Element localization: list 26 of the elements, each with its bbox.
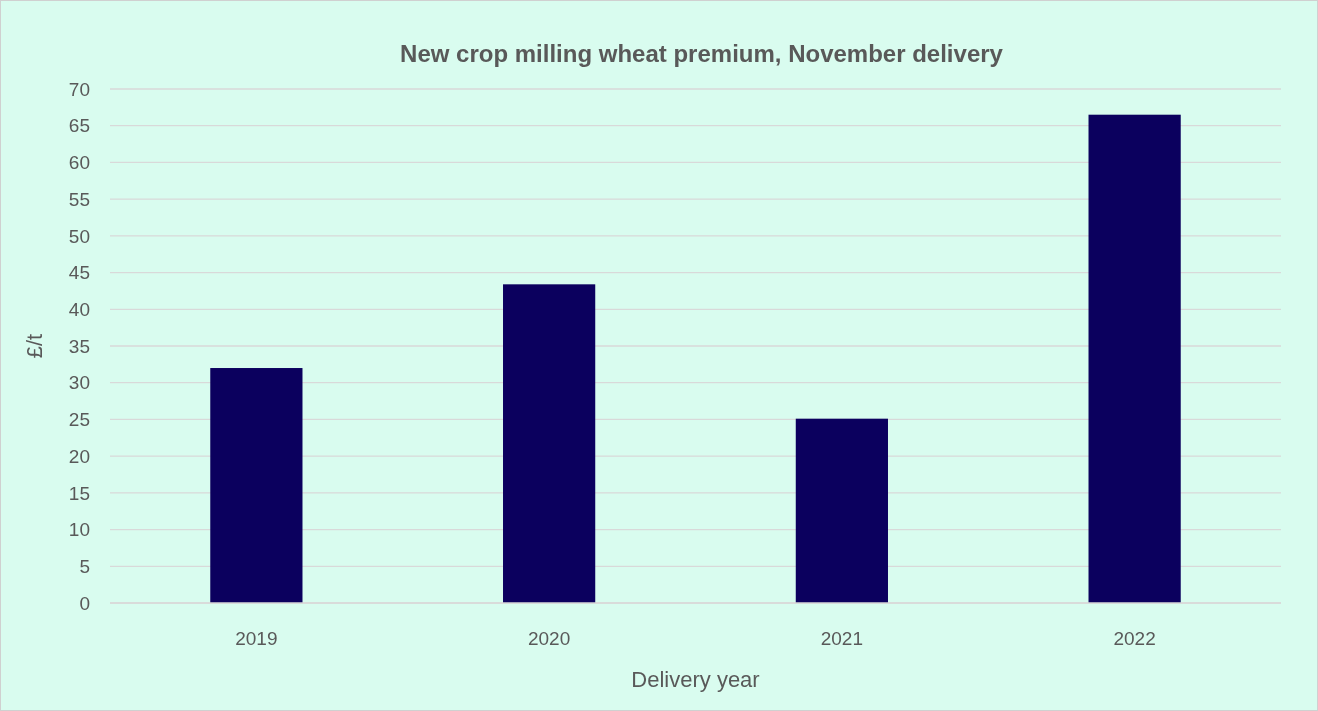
y-tick-label: 15 xyxy=(68,482,90,504)
y-tick-label: 60 xyxy=(68,152,90,174)
y-tick-label: 20 xyxy=(68,445,90,467)
y-tick-label: 10 xyxy=(68,519,90,541)
y-tick-label: 40 xyxy=(68,298,90,320)
y-tick-label: 30 xyxy=(68,372,90,394)
chart-title: New crop milling wheat premium, November delivery xyxy=(400,40,1004,67)
y-tick-label: 0 xyxy=(79,592,90,614)
x-tick-label: 2020 xyxy=(527,628,571,649)
bar xyxy=(210,368,303,603)
y-tick-label: 25 xyxy=(68,409,90,431)
y-tick-label: 50 xyxy=(68,225,90,247)
x-axis-title: Delivery year xyxy=(631,667,760,692)
bar xyxy=(795,418,888,603)
y-tick-label: 35 xyxy=(68,335,90,357)
bar xyxy=(1088,114,1181,603)
x-tick-label: 2019 xyxy=(235,628,278,649)
x-tick-label: 2021 xyxy=(820,628,864,649)
bar xyxy=(503,284,596,603)
y-axis-title: £/t xyxy=(22,333,47,359)
y-tick-label: 65 xyxy=(68,115,90,137)
y-tick-label: 45 xyxy=(68,262,90,284)
x-tick-label: 2022 xyxy=(1113,628,1156,649)
y-tick-label: 55 xyxy=(68,188,90,210)
y-tick-label: 5 xyxy=(79,555,90,577)
y-tick-label: 70 xyxy=(68,78,90,100)
